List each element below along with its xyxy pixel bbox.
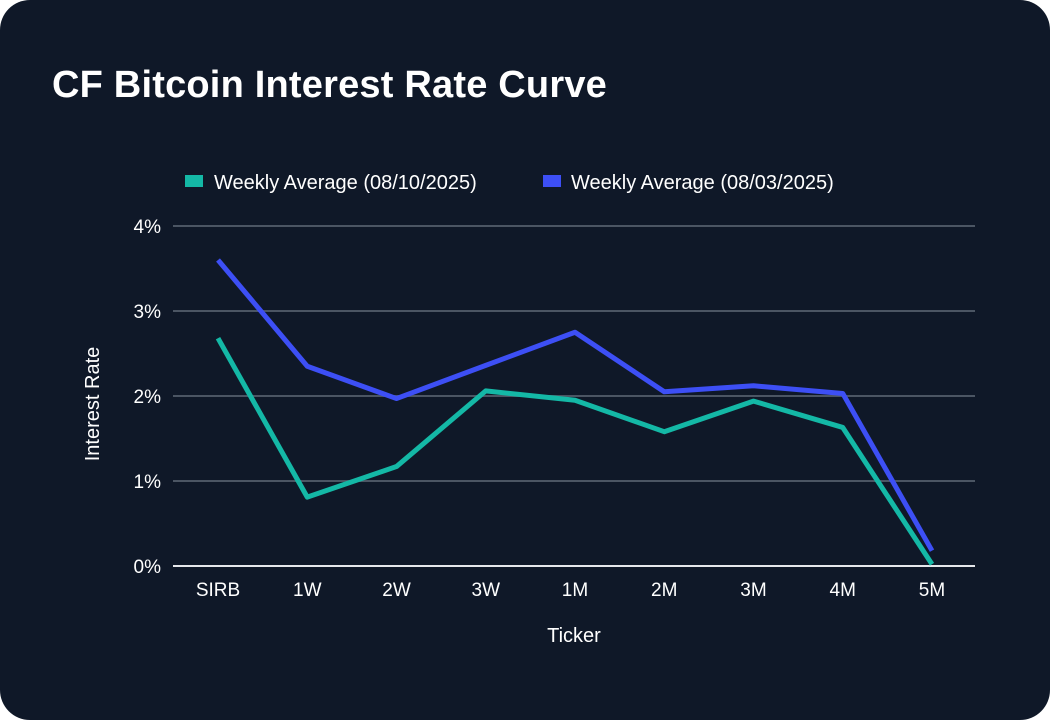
x-tick-label: 5M [919,580,945,601]
series-line-1 [215,336,935,566]
x-tick-label: 1W [293,580,322,601]
series-line-2 [216,258,935,552]
y-tick-label: 2% [134,387,162,408]
y-axis-ticks: 0% 1% 2% 3% 4% [134,217,162,578]
x-tick-label: 3W [472,580,501,601]
series-lines [215,258,935,566]
x-axis-ticks: SIRB 1W 2W 3W 1M 2M 3M 4M 5M [196,580,945,601]
legend: Weekly Average (08/10/2025) Weekly Averag… [185,172,834,194]
x-axis-title: Ticker [547,625,601,647]
y-tick-label: 0% [134,557,162,578]
chart-title: CF Bitcoin Interest Rate Curve [52,64,607,106]
x-tick-label: 2W [382,580,411,601]
legend-swatch [543,175,561,187]
legend-label: Weekly Average (08/10/2025) [214,172,477,194]
y-tick-label: 3% [134,302,162,323]
legend-label: Weekly Average (08/03/2025) [571,172,834,194]
y-tick-label: 4% [134,217,162,238]
x-tick-label: SIRB [196,580,240,601]
x-tick-label: 2M [651,580,677,601]
legend-swatch [185,175,203,187]
x-tick-label: 3M [740,580,766,601]
x-tick-label: 4M [830,580,856,601]
y-tick-label: 1% [134,472,162,493]
x-tick-label: 1M [562,580,588,601]
y-axis-title: Interest Rate [82,347,104,462]
grid-lines [173,225,975,567]
